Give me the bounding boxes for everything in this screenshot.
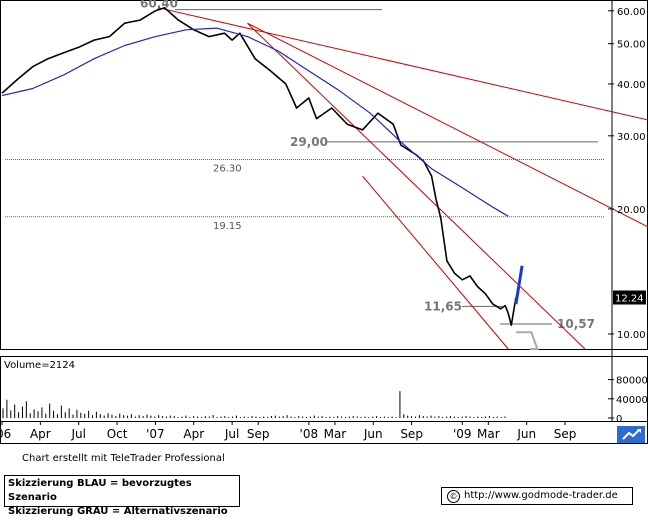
y-tick-label: 30.00: [617, 132, 646, 143]
x-axis: '06 Apr Jul Oct '07 Apr Jul Sep '08 Mar Jun Sep '09 M…: [0, 421, 576, 441]
copyright-icon: ©: [447, 490, 460, 503]
signal-icon[interactable]: [617, 426, 645, 443]
scenario-sketches: [514, 265, 539, 350]
x-tick-label: '08: [300, 427, 319, 441]
volume-tick-label: 40000: [616, 395, 648, 406]
x-tick-label: '09: [453, 427, 472, 441]
price-panel-frame: [0, 0, 648, 350]
x-tick-label: Jun: [516, 427, 536, 441]
x-tick-label: Oct: [107, 427, 128, 441]
x-tick-label: Mar: [477, 427, 500, 441]
x-tick-label: Apr: [183, 427, 204, 441]
scenario-legend: Skizzierung BLAU = bevorzugtes Szenario …: [4, 475, 240, 517]
volume-panel-frame: [0, 356, 648, 422]
price-line: [1, 7, 517, 327]
x-tick-label: Jul: [224, 427, 239, 441]
last-price-label: 12.24: [615, 294, 644, 305]
volume-tick-label: 0: [616, 414, 622, 425]
x-tick-label: '07: [146, 427, 165, 441]
legend-blue: Skizzierung BLAU = bevorzugtes Szenario: [8, 478, 192, 503]
chart-area: 60,40 29,00 26.30 19.15 11,65 10,57 10.00 20.0…: [0, 0, 648, 444]
x-tick-label: Sep: [400, 427, 423, 441]
x-tick-label: Jun: [363, 427, 383, 441]
level-label: 10,57: [557, 317, 595, 331]
y-tick-label: 40.00: [617, 80, 646, 91]
level-label: 60,40: [140, 0, 178, 11]
chart-credit: Chart erstellt mit TeleTrader Profession…: [22, 453, 225, 464]
x-tick-label: Mar: [324, 427, 347, 441]
last-price-box: [613, 290, 646, 305]
source-url[interactable]: http://www.godmode-trader.de: [464, 490, 618, 501]
last-price-tag: 12.24: [613, 290, 646, 305]
price-y-axis: 10.00 20.00 30.00 40.00 50.00 60.00: [608, 7, 646, 341]
volume-bars: [2, 391, 506, 418]
x-tick-label: Jul: [70, 427, 85, 441]
y-tick-label: 50.00: [617, 40, 646, 51]
volume-y-axis: 0 40000 80000: [608, 376, 648, 425]
scenario-blue-line: [514, 265, 524, 305]
x-tick-label: '06: [0, 427, 11, 441]
legend-gray: Skizzierung GRAU = Alternativszenario: [8, 506, 228, 517]
level-label: 26.30: [213, 164, 242, 175]
trendline: [158, 7, 648, 121]
x-tick-label: Apr: [30, 427, 51, 441]
scenario-gray-line: [515, 331, 539, 350]
price-series: [1, 7, 517, 327]
level-label: 11,65: [424, 299, 462, 313]
y-tick-label: 10.00: [617, 330, 646, 341]
volume-tick-label: 80000: [616, 376, 648, 387]
trendline: [247, 22, 648, 228]
x-tick-label: Sep: [554, 427, 577, 441]
moving-average-line: [1, 27, 509, 217]
trendline: [362, 175, 509, 350]
y-tick-label: 20.00: [617, 205, 646, 216]
y-tick-label: 60.00: [617, 7, 646, 18]
volume-title: Volume=2124: [4, 360, 75, 371]
source-link[interactable]: © http://www.godmode-trader.de: [441, 487, 633, 505]
level-label: 19.15: [213, 221, 242, 232]
x-tick-label: Sep: [247, 427, 270, 441]
trendlines: [158, 7, 648, 350]
level-label: 29,00: [290, 135, 328, 149]
trendline: [247, 22, 586, 350]
